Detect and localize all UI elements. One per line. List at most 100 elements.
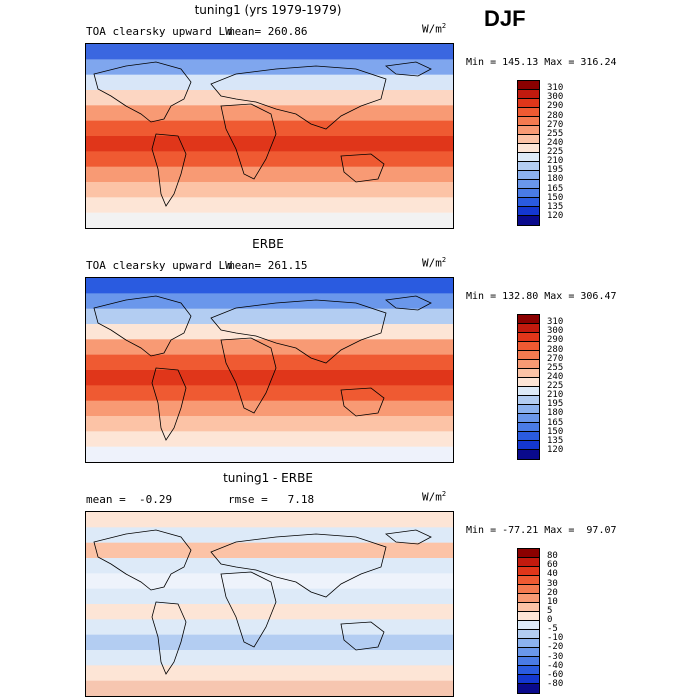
colorbar-block xyxy=(518,360,539,369)
colorbar-tick-label: 210 xyxy=(547,390,564,401)
colorbar-tick-label: -30 xyxy=(547,651,564,662)
continent-outline xyxy=(210,65,387,130)
colorbar-block xyxy=(518,315,539,324)
colorbar-block xyxy=(518,99,539,108)
colorbar-block xyxy=(518,189,539,198)
colorbar-tick-label: 270 xyxy=(547,119,564,130)
field-band xyxy=(86,354,453,371)
panel2-field-label: TOA clearsky upward LW xyxy=(86,259,232,272)
colorbar-tick-label: 30 xyxy=(547,578,558,589)
continent-outline xyxy=(151,133,187,207)
field-band xyxy=(86,558,453,575)
field-band xyxy=(86,680,453,696)
panel3-map xyxy=(85,511,454,697)
continent-outline xyxy=(210,533,387,598)
colorbar-block xyxy=(518,441,539,450)
colorbar-tick-label: 5 xyxy=(547,605,553,616)
colorbar-tick-label: 225 xyxy=(547,147,564,157)
continent-outline xyxy=(340,153,385,183)
continent-outline xyxy=(151,601,187,675)
colorbar-block xyxy=(518,684,539,693)
field-band xyxy=(86,665,453,682)
panel3-rmse-label: rmse = 7.18 xyxy=(228,493,315,506)
panel3-colorbar-labels: 80 60 40 30 20 10 5 0 -5 -10 -20 -30 -40 -60 -80 xyxy=(547,548,587,694)
continent-outline xyxy=(220,337,277,414)
colorbar-block xyxy=(518,351,539,360)
continent-outline xyxy=(93,61,192,123)
colorbar-block xyxy=(518,432,539,441)
panel3-minmax-label: Min = -77.21 Max = 97.07 xyxy=(466,525,617,536)
colorbar-block xyxy=(518,558,539,567)
colorbar-tick-label: 20 xyxy=(547,587,558,598)
colorbar-block xyxy=(518,144,539,153)
colorbar-block xyxy=(518,585,539,594)
colorbar-block xyxy=(518,450,539,459)
colorbar-tick-label: 80 xyxy=(547,551,558,562)
colorbar-tick-label: 195 xyxy=(547,399,564,410)
colorbar-block xyxy=(518,594,539,603)
continent-outline xyxy=(220,103,277,180)
colorbar-tick-label: -10 xyxy=(547,633,564,644)
field-band xyxy=(86,619,453,636)
continent-outline xyxy=(385,61,432,77)
colorbar-block xyxy=(518,648,539,657)
field-band xyxy=(86,308,453,325)
colorbar-tick-label: 10 xyxy=(547,596,558,607)
field-band xyxy=(86,151,453,168)
panel1-colorbar xyxy=(517,80,540,226)
panel2-minmax-label: Min = 132.80 Max = 306.47 xyxy=(466,291,617,302)
panel2-map xyxy=(85,277,454,463)
colorbar-block xyxy=(518,630,539,639)
colorbar-block xyxy=(518,135,539,144)
field-band xyxy=(86,212,453,228)
colorbar-tick-label: 165 xyxy=(547,183,564,194)
panel1-minmax-label: Min = 145.13 Max = 316.24 xyxy=(466,57,617,68)
colorbar-tick-label: 150 xyxy=(547,426,564,437)
colorbar-tick-label: 270 xyxy=(547,353,564,364)
colorbar-block xyxy=(518,171,539,180)
colorbar-tick-label: 255 xyxy=(547,362,564,373)
panel2-colorbar-labels: 310 300 290 280 270 255 240 225 210 195 180 165 150 1… xyxy=(547,314,587,460)
colorbar-block xyxy=(518,612,539,621)
colorbar-block xyxy=(518,180,539,189)
colorbar-tick-label: 280 xyxy=(547,110,564,121)
field-band xyxy=(86,416,453,433)
colorbar-block xyxy=(518,117,539,126)
colorbar-block xyxy=(518,639,539,648)
field-band xyxy=(86,278,453,295)
colorbar-tick-label: 300 xyxy=(547,326,564,337)
continent-outline xyxy=(385,529,432,545)
field-band xyxy=(86,182,453,199)
panel1-map xyxy=(85,43,454,229)
continent-outline xyxy=(210,299,387,364)
panel2-colorbar xyxy=(517,314,540,460)
continent-outline xyxy=(340,621,385,651)
continent-outline xyxy=(385,295,432,311)
colorbar-tick-label: 225 xyxy=(547,381,564,391)
colorbar-block xyxy=(518,324,539,333)
colorbar-tick-label: 0 xyxy=(547,615,553,625)
field-band xyxy=(86,120,453,137)
colorbar-tick-label: 135 xyxy=(547,201,564,212)
colorbar-block xyxy=(518,369,539,378)
colorbar-block xyxy=(518,81,539,90)
panel1-title: tuning1 (yrs 1979-1979) xyxy=(194,3,342,17)
panel1-mean-label: mean= 260.86 xyxy=(228,25,308,38)
colorbar-tick-label: 310 xyxy=(547,317,564,328)
colorbar-block xyxy=(518,657,539,666)
colorbar-tick-label: 150 xyxy=(547,192,564,203)
panel3-units-label: W/m2 xyxy=(422,490,447,504)
panel1-colorbar-labels: 310 300 290 280 270 255 240 225 210 195 180 165 150 1… xyxy=(547,80,587,226)
colorbar-block xyxy=(518,108,539,117)
colorbar-tick-label: -5 xyxy=(547,624,558,635)
panel2-title: ERBE xyxy=(252,237,284,251)
colorbar-tick-label: -60 xyxy=(547,669,564,680)
panel3-title: tuning1 - ERBE xyxy=(223,471,313,485)
colorbar-block xyxy=(518,576,539,585)
colorbar-block xyxy=(518,207,539,216)
colorbar-block xyxy=(518,198,539,207)
colorbar-tick-label: 290 xyxy=(547,335,564,346)
colorbar-block xyxy=(518,549,539,558)
colorbar-block xyxy=(518,666,539,675)
colorbar-block xyxy=(518,162,539,171)
